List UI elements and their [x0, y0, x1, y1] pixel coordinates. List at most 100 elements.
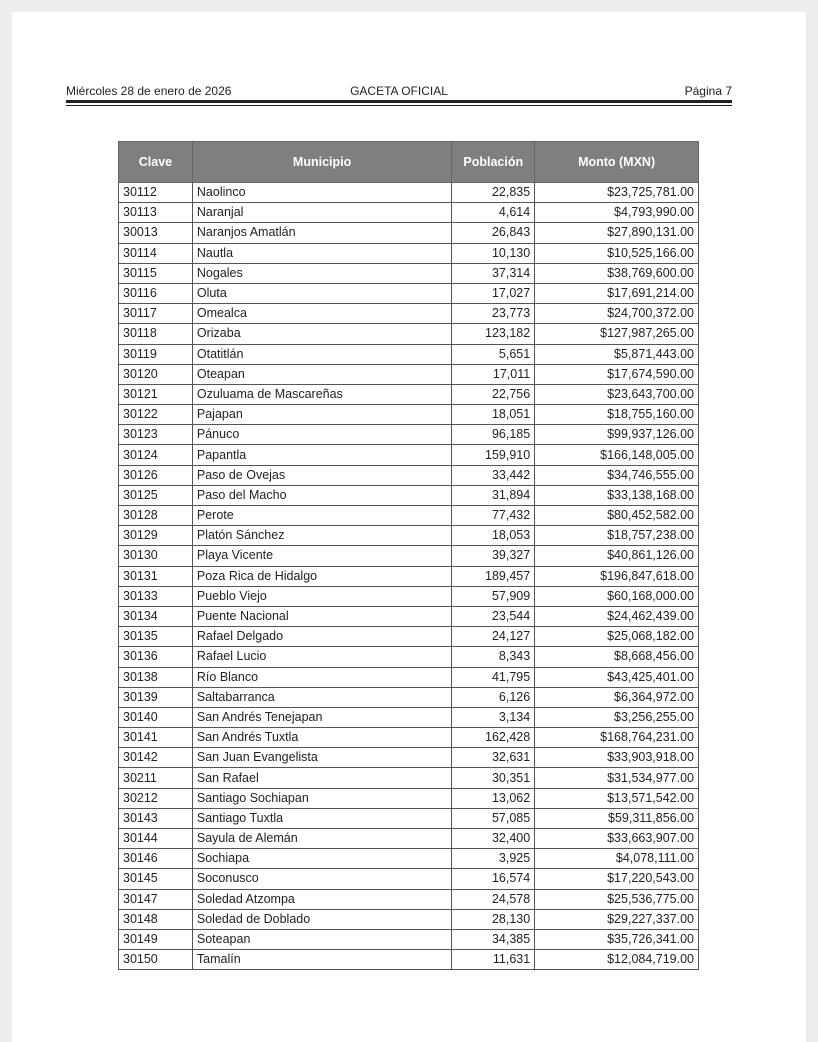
cell-monto: $29,227,337.00 [534, 908, 699, 930]
header-rule [66, 100, 732, 103]
cell-clave: 30114 [118, 242, 193, 264]
cell-municipio: Oluta [191, 282, 453, 305]
table-row: 30144 Sayula de Alemán 32,400 $33,663,907.0… [118, 827, 699, 850]
cell-poblacion: 31,894 [451, 484, 536, 507]
cell-monto: $17,691,214.00 [534, 282, 699, 305]
cell-poblacion: 28,130 [451, 908, 536, 930]
document-page: Miércoles 28 de enero de 2026 GACETA OFI… [12, 12, 806, 1042]
cell-clave: 30135 [118, 626, 193, 648]
table-row: 30142 San Juan Evangelista 32,631 $33,903,9… [118, 747, 699, 769]
cell-municipio: Tamalín [191, 949, 453, 971]
cell-clave: 30119 [118, 343, 193, 365]
cell-monto: $8,668,456.00 [534, 646, 699, 668]
cell-clave: 30142 [118, 747, 193, 769]
cell-poblacion: 16,574 [451, 868, 536, 890]
table-row: 30146 Sochiapa 3,925 $4,078,111.00 [118, 848, 699, 870]
cell-poblacion: 13,062 [451, 787, 536, 809]
table-row: 30116 Oluta 17,027 $17,691,214.00 [118, 282, 699, 305]
cell-clave: 30125 [118, 484, 193, 507]
cell-clave: 30212 [118, 787, 193, 809]
cell-poblacion: 57,909 [451, 585, 536, 607]
cell-clave: 30123 [118, 424, 193, 446]
cell-poblacion: 22,756 [451, 383, 536, 406]
cell-municipio: Soconusco [191, 868, 453, 890]
header-rule-thin [66, 105, 732, 106]
cell-clave: 30134 [118, 605, 193, 628]
table-row: 30143 Santiago Tuxtla 57,085 $59,311,856.00 [118, 807, 699, 830]
cell-poblacion: 39,327 [451, 545, 536, 567]
cell-monto: $59,311,856.00 [534, 807, 699, 830]
cell-monto: $17,220,543.00 [534, 868, 699, 890]
cell-monto: $168,764,231.00 [534, 727, 699, 749]
cell-municipio: Pajapan [191, 404, 453, 426]
cell-clave: 30113 [118, 202, 193, 224]
cell-poblacion: 96,185 [451, 424, 536, 446]
cell-monto: $23,725,781.00 [534, 181, 699, 204]
header-date: Miércoles 28 de enero de 2026 [66, 84, 232, 98]
cell-monto: $10,525,166.00 [534, 242, 699, 264]
cell-poblacion: 17,027 [451, 282, 536, 305]
cell-poblacion: 37,314 [451, 262, 536, 284]
cell-clave: 30130 [118, 545, 193, 567]
cell-municipio: Poza Rica de Hidalgo [191, 565, 453, 587]
cell-clave: 30144 [118, 827, 193, 850]
cell-municipio: Naranjal [191, 202, 453, 224]
cell-municipio: Papantla [191, 444, 453, 466]
table-row: 30211 San Rafael 30,351 $31,534,977.00 [118, 767, 699, 789]
cell-municipio: Nautla [191, 242, 453, 264]
cell-municipio: Oteapan [191, 363, 453, 385]
cell-poblacion: 5,651 [451, 343, 536, 365]
cell-clave: 30140 [118, 706, 193, 729]
cell-poblacion: 32,400 [451, 827, 536, 850]
cell-clave: 30150 [118, 949, 193, 971]
cell-municipio: Naranjos Amatlán [191, 222, 453, 244]
cell-municipio: Puente Nacional [191, 605, 453, 628]
cell-poblacion: 32,631 [451, 747, 536, 769]
cell-municipio: Ozuluama de Mascareñas [191, 383, 453, 406]
table-row: 30141 San Andrés Tuxtla 162,428 $168,764,23… [118, 727, 699, 749]
cell-municipio: Sochiapa [191, 848, 453, 870]
cell-poblacion: 159,910 [451, 444, 536, 466]
cell-poblacion: 23,544 [451, 605, 536, 628]
cell-clave: 30122 [118, 404, 193, 426]
cell-poblacion: 10,130 [451, 242, 536, 264]
cell-poblacion: 18,051 [451, 404, 536, 426]
cell-clave: 30145 [118, 868, 193, 890]
cell-poblacion: 189,457 [451, 565, 536, 587]
cell-poblacion: 162,428 [451, 727, 536, 749]
cell-clave: 30133 [118, 585, 193, 607]
cell-poblacion: 33,442 [451, 464, 536, 486]
cell-poblacion: 3,134 [451, 706, 536, 729]
cell-municipio: Saltabarranca [191, 686, 453, 708]
cell-clave: 30146 [118, 848, 193, 870]
cell-monto: $24,462,439.00 [534, 605, 699, 628]
cell-poblacion: 123,182 [451, 323, 536, 345]
column-header-monto: Monto (MXN) [534, 141, 699, 183]
cell-poblacion: 34,385 [451, 928, 536, 951]
table-row: 30013 Naranjos Amatlán 26,843 $27,890,131.0… [118, 222, 699, 244]
cell-municipio: San Andrés Tuxtla [191, 727, 453, 749]
cell-clave: 30128 [118, 504, 193, 527]
cell-clave: 30117 [118, 303, 193, 325]
table-row: 30136 Rafael Lucio 8,343 $8,668,456.00 [118, 646, 699, 668]
table-row: 30133 Pueblo Viejo 57,909 $60,168,000.00 [118, 585, 699, 607]
cell-monto: $24,700,372.00 [534, 303, 699, 325]
cell-monto: $4,078,111.00 [534, 848, 699, 870]
table-row: 30123 Pánuco 96,185 $99,937,126.00 [118, 424, 699, 446]
table-row: 30115 Nogales 37,314 $38,769,600.00 [118, 262, 699, 284]
cell-municipio: Orizaba [191, 323, 453, 345]
table-row: 30128 Perote 77,432 $80,452,582.00 [118, 504, 699, 527]
table-row: 30139 Saltabarranca 6,126 $6,364,972.00 [118, 686, 699, 708]
cell-municipio: Soledad Atzompa [191, 888, 453, 910]
header-title: GACETA OFICIAL [350, 84, 448, 98]
cell-poblacion: 24,127 [451, 626, 536, 648]
cell-municipio: Sayula de Alemán [191, 827, 453, 850]
cell-poblacion: 3,925 [451, 848, 536, 870]
cell-poblacion: 17,011 [451, 363, 536, 385]
cell-poblacion: 24,578 [451, 888, 536, 910]
cell-municipio: Soledad de Doblado [191, 908, 453, 930]
cell-municipio: Playa Vicente [191, 545, 453, 567]
cell-clave: 30124 [118, 444, 193, 466]
cell-poblacion: 77,432 [451, 504, 536, 527]
cell-monto: $23,643,700.00 [534, 383, 699, 406]
